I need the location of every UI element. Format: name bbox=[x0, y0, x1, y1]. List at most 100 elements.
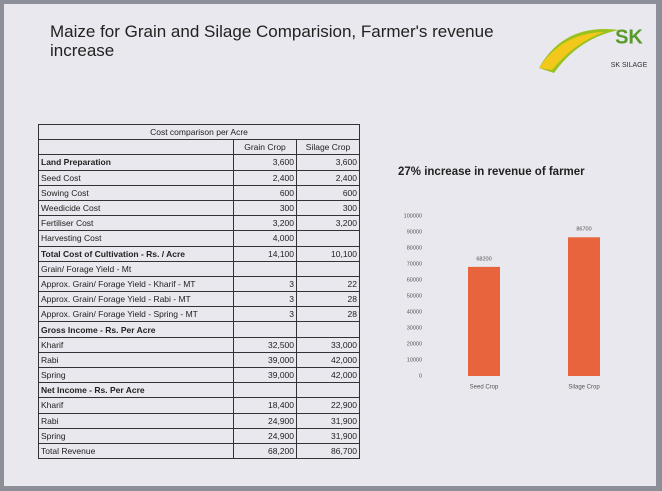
cell-value bbox=[297, 261, 360, 276]
y-tick-label: 10000 bbox=[407, 357, 422, 363]
cell-value bbox=[297, 322, 360, 337]
cell-value: 3,600 bbox=[297, 155, 360, 170]
y-tick-label: 60000 bbox=[407, 277, 422, 283]
cell-value: 42,000 bbox=[297, 352, 360, 367]
bar bbox=[468, 267, 500, 376]
bar bbox=[568, 237, 600, 376]
cell-value: 33,000 bbox=[297, 337, 360, 352]
cell-value bbox=[234, 322, 297, 337]
row-label: Fertiliser Cost bbox=[39, 216, 234, 231]
cell-value: 3 bbox=[234, 276, 297, 291]
cell-value: 42,000 bbox=[297, 368, 360, 383]
row-label: Total Cost of Cultivation - Rs. / Acre bbox=[39, 246, 234, 261]
row-label: Gross Income - Rs. Per Acre bbox=[39, 322, 234, 337]
row-label: Net Income - Rs. Per Acre bbox=[39, 383, 234, 398]
cell-value: 3 bbox=[234, 292, 297, 307]
cell-value: 86,700 bbox=[297, 443, 360, 458]
cell-value: 300 bbox=[234, 200, 297, 215]
column-header bbox=[39, 140, 234, 155]
row-label: Harvesting Cost bbox=[39, 231, 234, 246]
table-row: Sowing Cost600600 bbox=[39, 185, 360, 200]
chart-title: 27% increase in revenue of farmer bbox=[398, 166, 585, 178]
caption-row: Cost comparison per Acre bbox=[39, 125, 360, 140]
cell-value: 68,200 bbox=[234, 443, 297, 458]
table-row: Approx. Grain/ Forage Yield - Spring - M… bbox=[39, 307, 360, 322]
cell-value bbox=[234, 261, 297, 276]
cell-value: 14,100 bbox=[234, 246, 297, 261]
table-row: Approx. Grain/ Forage Yield - Kharif - M… bbox=[39, 276, 360, 291]
value-label: 68200 bbox=[476, 256, 491, 262]
cell-value bbox=[297, 231, 360, 246]
row-label: Land Preparation bbox=[39, 155, 234, 170]
column-header: Grain Crop bbox=[234, 140, 297, 155]
cell-value: 18,400 bbox=[234, 398, 297, 413]
value-label: 86700 bbox=[576, 227, 591, 233]
y-tick-label: 50000 bbox=[407, 293, 422, 299]
row-label: Rabi bbox=[39, 413, 234, 428]
x-tick-label: Silage Crop bbox=[568, 385, 600, 391]
table-row: Gross Income - Rs. Per Acre bbox=[39, 322, 360, 337]
table-row: Net Income - Rs. Per Acre bbox=[39, 383, 360, 398]
logo-mark: SK bbox=[615, 26, 643, 48]
cell-value: 24,900 bbox=[234, 428, 297, 443]
cell-value bbox=[234, 383, 297, 398]
row-label: Approx. Grain/ Forage Yield - Spring - M… bbox=[39, 307, 234, 322]
cell-value: 24,900 bbox=[234, 413, 297, 428]
cell-value: 300 bbox=[297, 200, 360, 215]
row-label: Approx. Grain/ Forage Yield - Rabi - MT bbox=[39, 292, 234, 307]
y-tick-label: 40000 bbox=[407, 309, 422, 315]
cell-value: 22 bbox=[297, 276, 360, 291]
row-label: Spring bbox=[39, 368, 234, 383]
y-tick-label: 70000 bbox=[407, 261, 422, 267]
row-label: Total Revenue bbox=[39, 443, 234, 458]
cell-value: 600 bbox=[234, 185, 297, 200]
cell-value: 32,500 bbox=[234, 337, 297, 352]
row-label: Spring bbox=[39, 428, 234, 443]
cell-value: 31,900 bbox=[297, 428, 360, 443]
y-tick-label: 0 bbox=[419, 373, 422, 379]
table-row: Grain/ Forage Yield - Mt bbox=[39, 261, 360, 276]
row-label: Seed Cost bbox=[39, 170, 234, 185]
slide: Maize for Grain and Silage Comparision, … bbox=[4, 4, 656, 486]
cell-value: 2,400 bbox=[297, 170, 360, 185]
cell-value: 4,000 bbox=[234, 231, 297, 246]
row-label: Kharif bbox=[39, 337, 234, 352]
y-tick-label: 80000 bbox=[407, 245, 422, 251]
cell-value: 3,200 bbox=[297, 216, 360, 231]
page: Maize for Grain and Silage Comparision, … bbox=[0, 0, 662, 491]
y-tick-label: 90000 bbox=[407, 229, 422, 235]
column-header: Silage Crop bbox=[297, 140, 360, 155]
cell-value: 31,900 bbox=[297, 413, 360, 428]
cell-value: 39,000 bbox=[234, 352, 297, 367]
cell-value: 2,400 bbox=[234, 170, 297, 185]
row-label: Weedicide Cost bbox=[39, 200, 234, 215]
chart: 27% increase in revenue of farmer 0 10000… bbox=[384, 154, 644, 404]
table-caption: Cost comparison per Acre bbox=[39, 125, 360, 140]
title: Maize for Grain and Silage Comparision, … bbox=[50, 22, 520, 60]
cell-value: 600 bbox=[297, 185, 360, 200]
row-label: Approx. Grain/ Forage Yield - Kharif - M… bbox=[39, 276, 234, 291]
row-label: Rabi bbox=[39, 352, 234, 367]
row-label: Grain/ Forage Yield - Mt bbox=[39, 261, 234, 276]
cell-value bbox=[297, 383, 360, 398]
logo: SK SK SILAGE bbox=[534, 18, 654, 78]
cell-value: 3,200 bbox=[234, 216, 297, 231]
y-tick-label: 30000 bbox=[407, 325, 422, 331]
cell-value: 39,000 bbox=[234, 368, 297, 383]
cell-value: 22,900 bbox=[297, 398, 360, 413]
y-tick-label: 100000 bbox=[404, 213, 422, 219]
